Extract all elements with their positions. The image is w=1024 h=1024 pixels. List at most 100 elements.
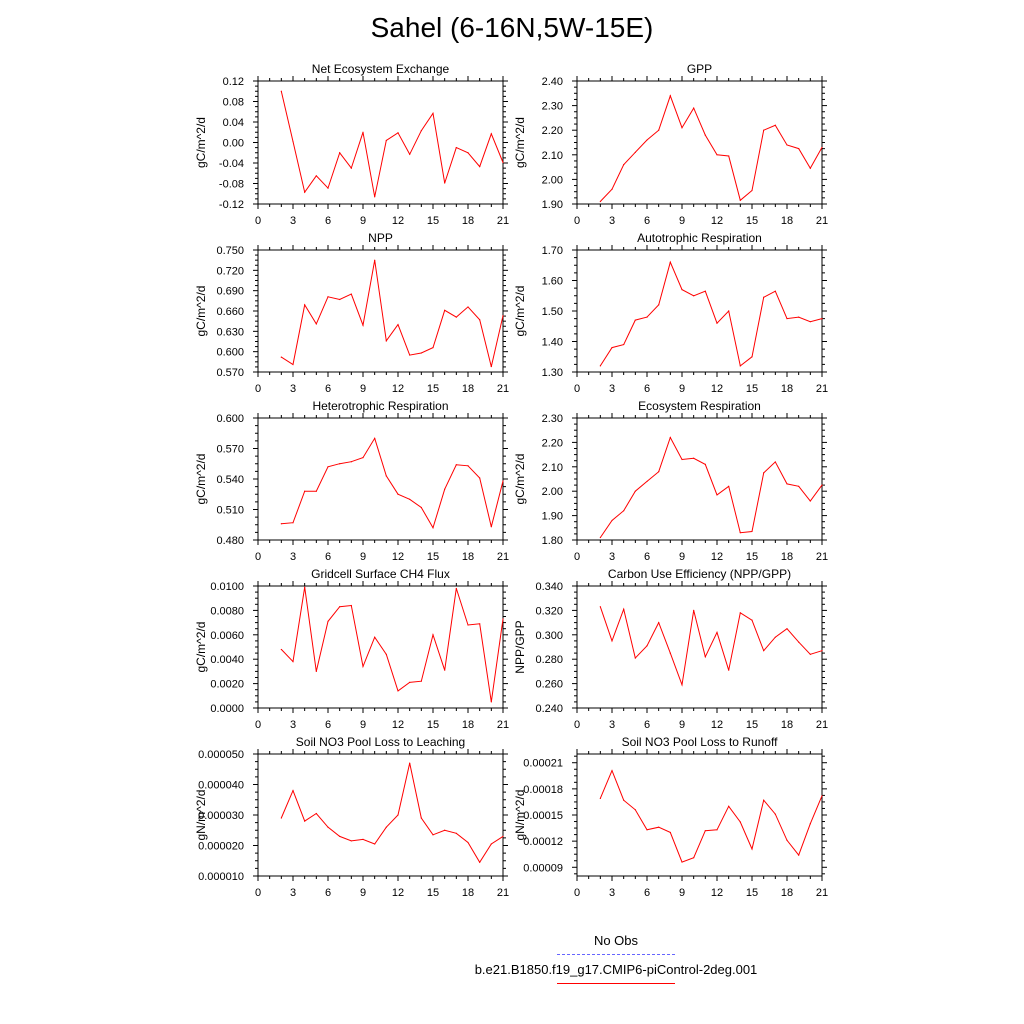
y-tick-label: -0.12 xyxy=(219,199,244,211)
y-axis-label: gN/m^2/d xyxy=(513,790,527,841)
x-tick-label: 0 xyxy=(574,215,580,227)
x-tick-label: 3 xyxy=(290,887,296,899)
y-tick-label: 0.320 xyxy=(535,605,563,617)
y-tick-label: 1.50 xyxy=(542,306,563,318)
data-point xyxy=(420,352,422,354)
x-tick-label: 9 xyxy=(360,887,366,899)
data-point xyxy=(420,506,422,509)
data-point xyxy=(751,356,753,358)
y-tick-label: 0.750 xyxy=(216,245,244,257)
legend-model-line xyxy=(557,983,675,984)
data-point xyxy=(716,829,718,831)
x-tick-label: 15 xyxy=(427,383,439,395)
y-tick-label: 1.60 xyxy=(542,276,563,288)
data-point xyxy=(350,461,352,463)
data-point xyxy=(315,812,317,815)
data-point xyxy=(467,841,469,844)
data-point xyxy=(774,124,776,126)
data-point xyxy=(420,130,422,132)
data-point xyxy=(339,835,341,837)
data-point xyxy=(362,665,364,668)
data-point xyxy=(669,652,671,654)
data-point xyxy=(599,365,601,367)
x-tick-label: 6 xyxy=(325,719,331,731)
x-tick-label: 9 xyxy=(679,383,685,395)
x-tick-label: 18 xyxy=(781,551,793,563)
data-point xyxy=(798,316,800,318)
data-point xyxy=(479,623,481,625)
y-tick-label: 0.000040 xyxy=(198,780,244,792)
data-point xyxy=(739,612,741,614)
chart-panel-2: 0 3 6 9 12 15 18 21 1.90 2.00 2.10 2.20 2.30 2.40 GPP g… xyxy=(513,62,828,227)
plot-frame xyxy=(257,80,504,205)
x-tick-label: 3 xyxy=(609,215,615,227)
data-point xyxy=(599,536,601,539)
y-tick-label: 0.0060 xyxy=(210,630,244,642)
x-tick-label: 15 xyxy=(427,551,439,563)
x-tick-label: 12 xyxy=(711,887,723,899)
x-tick-label: 0 xyxy=(255,383,261,395)
x-tick-label: 21 xyxy=(816,551,828,563)
data-point xyxy=(479,861,481,863)
data-point xyxy=(327,620,329,622)
data-point xyxy=(292,790,294,792)
data-point xyxy=(658,622,660,624)
y-tick-label: 0.630 xyxy=(216,326,244,338)
panel-title: Ecosystem Respiration xyxy=(638,399,761,413)
data-point xyxy=(455,587,457,590)
data-point xyxy=(502,835,504,837)
y-tick-label: 0.0000 xyxy=(210,703,244,715)
x-tick-label: 6 xyxy=(644,383,650,395)
data-point xyxy=(280,356,282,358)
panel-title: NPP xyxy=(368,231,393,245)
series-line xyxy=(599,606,823,687)
data-point xyxy=(350,840,352,842)
data-point xyxy=(786,318,788,320)
y-tick-label: 0.300 xyxy=(535,630,563,642)
data-point xyxy=(292,363,294,366)
y-tick-label: 0.000010 xyxy=(198,871,244,883)
x-tick-label: 12 xyxy=(392,215,404,227)
series-line xyxy=(280,762,504,864)
data-point xyxy=(693,857,695,859)
data-point xyxy=(669,831,671,834)
data-point xyxy=(751,619,753,621)
y-axis-label: gC/m^2/d xyxy=(513,286,527,337)
data-point xyxy=(798,148,800,150)
y-tick-label: 0.12 xyxy=(223,76,244,88)
data-point xyxy=(479,319,481,321)
y-tick-label: 0.00018 xyxy=(523,784,563,796)
data-point xyxy=(786,144,788,146)
data-point xyxy=(693,295,695,297)
x-tick-label: 0 xyxy=(255,887,261,899)
y-tick-label: 2.20 xyxy=(542,437,563,449)
y-tick-label: 0.000050 xyxy=(198,749,244,761)
x-tick-label: 3 xyxy=(290,215,296,227)
x-tick-label: 6 xyxy=(325,887,331,899)
data-point xyxy=(374,196,376,198)
data-point xyxy=(739,821,741,823)
data-point xyxy=(821,650,823,652)
data-point xyxy=(304,191,306,193)
data-point xyxy=(658,129,660,131)
data-point xyxy=(623,343,625,346)
data-point xyxy=(634,657,636,659)
x-tick-label: 21 xyxy=(497,215,509,227)
x-tick-label: 6 xyxy=(644,215,650,227)
data-point xyxy=(611,188,613,190)
data-point xyxy=(716,322,718,324)
data-point xyxy=(821,795,823,797)
chart-panel-7: 0 3 6 9 12 15 18 21 0.0000 0.0020 0.0040 0.0060 0.00… xyxy=(194,567,509,731)
y-axis-label: gC/m^2/d xyxy=(194,117,208,168)
data-point xyxy=(809,321,811,323)
data-point xyxy=(658,304,660,306)
panel-title: Soil NO3 Pool Loss to Runoff xyxy=(622,735,779,749)
data-point xyxy=(763,799,765,801)
data-point xyxy=(362,457,364,459)
plot-frame xyxy=(576,417,823,541)
x-tick-label: 18 xyxy=(462,215,474,227)
x-tick-label: 6 xyxy=(325,383,331,395)
y-tick-label: 0.08 xyxy=(223,97,244,109)
y-tick-label: 0.600 xyxy=(216,347,244,359)
data-point xyxy=(681,289,683,291)
